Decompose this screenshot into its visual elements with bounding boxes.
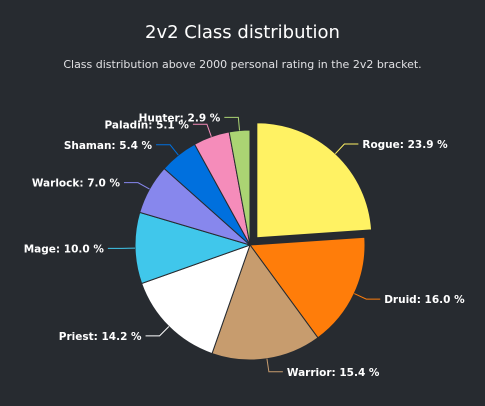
data-label-paladin: Paladin: 5.1 % [105,119,190,131]
pie-slice-druid[interactable] [249,236,366,339]
connector-priest [145,326,170,337]
connector-hunter [224,116,241,131]
data-label-rogue: Rogue: 23.9 % [362,139,448,151]
data-label-warrior: Warrior: 15.4 % [287,367,380,379]
connector-warrior [266,358,283,373]
chart-title: 2v2 Class distribution [145,22,340,43]
data-label-hunter: Hunter: 2.9 % [139,112,221,124]
connector-rogue [334,143,359,155]
chart-subtitle: Class distribution above 2000 personal r… [63,58,422,71]
data-label-shaman: Shaman: 5.4 % [64,140,153,152]
data-label-warlock: Warlock: 7.0 % [32,178,121,190]
data-label-druid: Druid: 16.0 % [384,294,465,306]
pie-slice-warrior[interactable] [211,243,319,361]
pie-slice-hunter[interactable] [228,129,251,246]
data-label-priest: Priest: 14.2 % [59,331,142,343]
connector-paladin [192,123,212,137]
connector-druid [354,293,381,300]
pie-slice-rogue[interactable] [256,122,373,239]
pie-slice-mage[interactable] [134,211,252,285]
connector-shaman [156,144,179,156]
data-label-mage: Mage: 10.0 % [24,243,105,255]
connector-warlock [123,182,150,190]
